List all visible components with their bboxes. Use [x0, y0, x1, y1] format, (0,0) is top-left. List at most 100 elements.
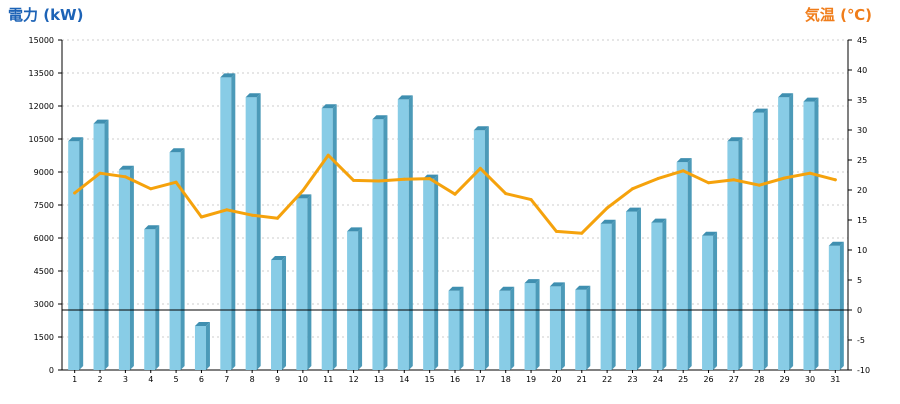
bar-front	[575, 289, 587, 370]
temperature-point	[681, 169, 685, 173]
bar-side	[738, 137, 743, 370]
bar-top	[144, 225, 160, 230]
bar-top	[68, 137, 84, 142]
bar-side	[231, 73, 236, 371]
x-tick-label: 16	[450, 375, 460, 384]
bar	[68, 137, 84, 370]
bar-side	[789, 93, 794, 370]
bar-top	[93, 119, 109, 124]
bar	[144, 225, 160, 370]
right-tick-label: 40	[857, 66, 867, 75]
bar-side	[256, 93, 261, 370]
temperature-point	[707, 181, 711, 185]
bar-side	[129, 165, 134, 370]
bar-top	[752, 108, 768, 113]
bar	[549, 282, 565, 370]
bar-side	[332, 104, 337, 370]
bar-side	[282, 256, 287, 370]
right-tick-label: 35	[857, 96, 867, 105]
x-tick-label: 10	[298, 375, 308, 384]
right-tick-label: 30	[857, 126, 867, 135]
x-tick-label: 2	[97, 375, 102, 384]
temperature-point	[605, 206, 609, 210]
bar	[245, 93, 261, 370]
bar-front	[118, 169, 130, 370]
bar-top	[118, 165, 134, 170]
bar-top	[676, 158, 692, 163]
bar	[321, 104, 337, 370]
x-tick-label: 30	[805, 375, 815, 384]
bar-front	[549, 286, 561, 370]
bar-side	[408, 95, 413, 371]
bar	[625, 207, 641, 370]
bar	[803, 97, 819, 370]
bar-top	[600, 219, 616, 224]
x-tick-label: 26	[703, 375, 713, 384]
bar-front	[473, 130, 485, 370]
left-tick-label: 0	[49, 366, 54, 375]
temperature-point	[402, 177, 406, 181]
bar-front	[93, 123, 105, 370]
temperature-point	[98, 171, 102, 175]
bar-top	[245, 93, 261, 98]
x-tick-label: 3	[123, 375, 128, 384]
x-tick-label: 19	[526, 375, 536, 384]
x-tick-label: 11	[323, 375, 333, 384]
bar-side	[205, 322, 210, 370]
bar-front	[625, 211, 637, 370]
bar-top	[575, 285, 591, 290]
bar-front	[499, 290, 511, 370]
x-tick-label: 25	[678, 375, 688, 384]
bar-top	[169, 148, 185, 153]
bar	[423, 174, 439, 370]
bar	[651, 218, 667, 370]
right-tick-label: -10	[857, 366, 870, 375]
bar-front	[600, 223, 612, 370]
left-axis-title: 電力 (kW)	[8, 6, 84, 24]
bar	[778, 93, 794, 370]
right-tick-label: 45	[857, 36, 867, 45]
bar-top	[194, 322, 210, 326]
temperature-point	[554, 229, 558, 233]
bar-front	[321, 108, 333, 370]
temperature-point	[504, 192, 508, 196]
bar-front	[220, 77, 232, 371]
bar	[118, 165, 134, 370]
x-tick-label: 28	[754, 375, 764, 384]
temperature-point	[453, 192, 457, 196]
bar-top	[803, 97, 819, 102]
temperature-point	[326, 153, 330, 157]
x-tick-label: 5	[174, 375, 179, 384]
left-tick-label: 7500	[34, 201, 54, 210]
bar	[702, 231, 718, 370]
temperature-point	[757, 183, 761, 187]
bar-side	[611, 219, 616, 370]
bar-top	[372, 115, 388, 120]
temperature-point	[225, 208, 229, 212]
x-tick-label: 23	[627, 375, 637, 384]
bar-front	[828, 245, 840, 370]
x-tick-label: 1	[72, 375, 77, 384]
bar-front	[372, 119, 384, 370]
bar	[296, 194, 312, 370]
x-tick-label: 14	[399, 375, 409, 384]
bar	[372, 115, 388, 370]
bar	[194, 322, 210, 370]
x-tick-label: 12	[348, 375, 358, 384]
temperature-point	[478, 166, 482, 170]
bar-front	[68, 141, 80, 370]
x-tick-label: 4	[148, 375, 153, 384]
bar-side	[713, 231, 718, 370]
right-tick-label: -5	[857, 336, 865, 345]
bar	[448, 286, 464, 370]
bar	[499, 286, 515, 370]
bar	[347, 227, 363, 370]
bar-side	[155, 225, 160, 370]
bar	[828, 241, 844, 370]
temperature-point	[732, 178, 736, 182]
x-tick-label: 17	[475, 375, 485, 384]
temperature-point	[783, 176, 787, 180]
x-tick-label: 6	[199, 375, 204, 384]
